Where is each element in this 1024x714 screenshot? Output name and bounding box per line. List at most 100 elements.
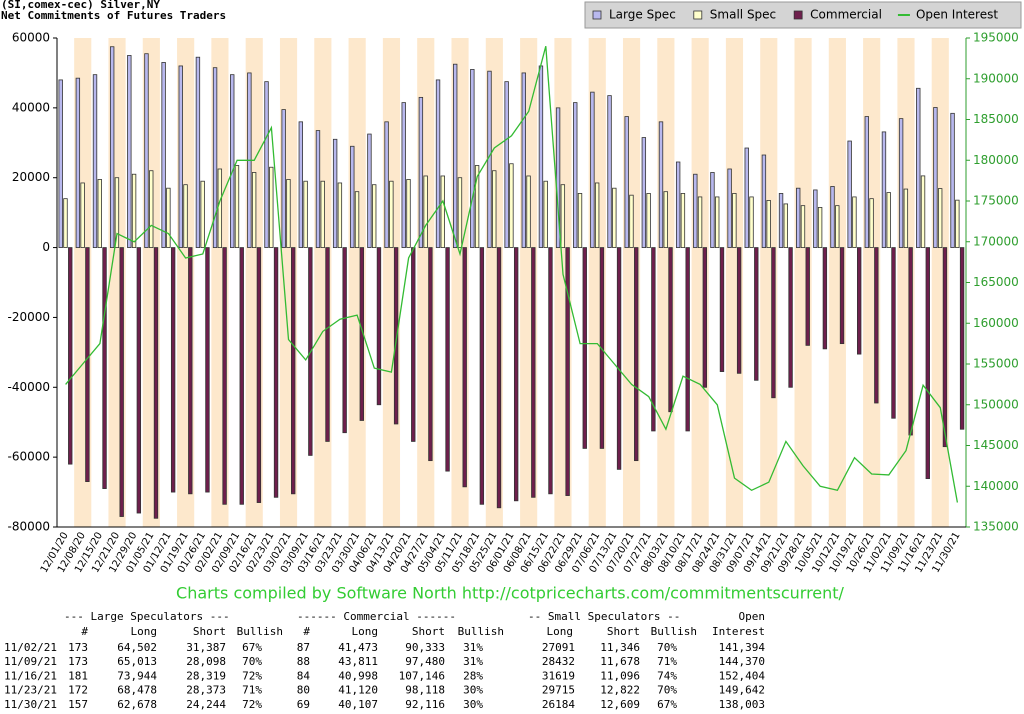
bar	[658, 121, 664, 248]
y2-tick-label: 135000	[973, 520, 1019, 534]
bar	[354, 191, 360, 248]
bar	[372, 184, 377, 248]
bar	[166, 187, 171, 248]
bar	[916, 87, 921, 248]
y2-tick-label: 180000	[973, 153, 1019, 167]
bar	[85, 247, 90, 482]
bar	[634, 247, 639, 462]
bar	[543, 180, 548, 248]
bar	[418, 96, 424, 248]
week-stripe	[725, 38, 744, 527]
bar	[800, 205, 806, 248]
bar	[474, 165, 480, 248]
table-column-header: Short	[412, 625, 445, 638]
table-cell: 31%	[463, 641, 483, 654]
bar	[526, 175, 531, 248]
table-cell: 71%	[657, 655, 677, 668]
bar	[955, 199, 960, 248]
y2-tick-label: 185000	[973, 112, 1019, 126]
bar	[144, 53, 149, 248]
table-cell: 62,678	[117, 698, 157, 711]
table-cell: 70%	[657, 684, 677, 697]
bar	[942, 247, 948, 448]
bar	[75, 77, 81, 248]
table-cell: 67%	[657, 698, 677, 711]
table-group-header: --- Large Speculators ---	[64, 610, 230, 623]
bar	[864, 116, 869, 248]
y2-tick-label: 150000	[973, 397, 1019, 411]
legend-box	[584, 1, 1022, 29]
bar	[675, 161, 681, 248]
bar	[531, 247, 536, 498]
y-tick-label: -60000	[7, 450, 50, 464]
y2-tick-label: 140000	[973, 479, 1019, 493]
bar	[822, 247, 828, 350]
table-cell: 24,244	[186, 698, 226, 711]
table-cell: 27091	[542, 641, 575, 654]
bar	[200, 180, 205, 248]
bar	[435, 79, 441, 248]
table-cell: 173	[68, 655, 88, 668]
y-tick-label: -80000	[7, 520, 50, 534]
bar	[805, 247, 810, 346]
y2-tick-label: 145000	[973, 438, 1019, 452]
bar	[783, 203, 788, 248]
table-cell: 68,478	[117, 684, 157, 697]
table-cell: 144,370	[719, 655, 765, 668]
legend-label: Large Spec	[609, 8, 676, 22]
table-column-header: Long	[352, 625, 379, 638]
table-cell: 64,502	[117, 641, 157, 654]
bar	[161, 62, 166, 248]
bar	[513, 247, 519, 502]
bar	[195, 56, 201, 248]
bar	[933, 107, 938, 248]
bar	[298, 121, 304, 248]
bar	[651, 247, 656, 432]
bar	[325, 247, 330, 442]
bar	[624, 116, 629, 248]
y-tick-label: 60000	[12, 31, 50, 45]
table-column-header: Interest	[712, 625, 765, 638]
bar	[273, 247, 279, 498]
bar	[903, 188, 909, 248]
bar	[749, 196, 754, 248]
bar	[509, 163, 514, 248]
bar	[778, 193, 784, 248]
bar	[389, 180, 394, 248]
table-group-header: ------ Commercial ------	[297, 610, 456, 623]
table-cell: 65,013	[117, 655, 157, 668]
bar	[217, 168, 223, 248]
bar	[188, 247, 193, 495]
table-cell: 70%	[242, 655, 262, 668]
table-cell: 88	[297, 655, 310, 668]
y-tick-label: 0	[42, 240, 50, 254]
bar	[830, 186, 835, 248]
bar	[401, 102, 406, 248]
bar	[886, 192, 891, 248]
bar	[641, 137, 647, 248]
table-cell: 28,098	[186, 655, 226, 668]
table-cell: 181	[68, 669, 88, 682]
bar	[183, 184, 188, 248]
table-column-header: Long	[547, 625, 574, 638]
bar	[736, 247, 742, 374]
table-cell: 12,822	[600, 684, 640, 697]
y-tick-label: 40000	[12, 100, 50, 114]
table-cell: 41,473	[338, 641, 378, 654]
legend-marker	[592, 10, 602, 20]
y2-tick-label: 190000	[973, 71, 1019, 85]
bar	[109, 46, 115, 248]
table-date: 11/02/21	[4, 641, 57, 654]
table-column-header: Bullish	[651, 625, 697, 638]
table-column-header: Long	[131, 625, 158, 638]
bar	[286, 179, 291, 248]
bar	[616, 247, 622, 470]
bar	[256, 247, 262, 503]
bar	[847, 140, 852, 248]
bar	[950, 112, 955, 248]
bar	[230, 74, 235, 248]
table-column-header: Short	[193, 625, 226, 638]
bar	[646, 193, 651, 248]
bar	[766, 200, 771, 248]
table-cell: 31,387	[186, 641, 226, 654]
